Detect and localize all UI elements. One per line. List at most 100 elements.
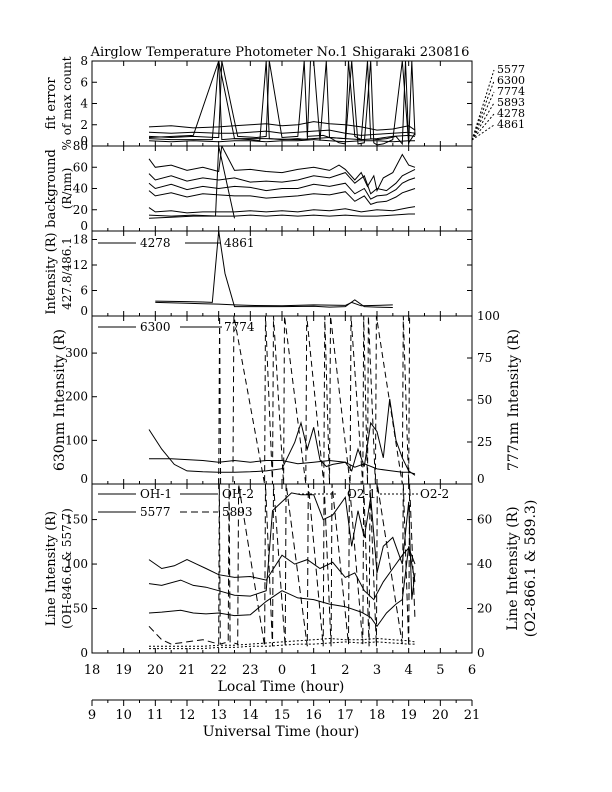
y-tick-label: 300 — [65, 346, 88, 360]
legend-leader — [471, 124, 495, 141]
y-tick-label: 50 — [73, 602, 88, 616]
ut-tick-label: 19 — [400, 708, 417, 723]
y-axis-label-right: 777nm Intensity (R) — [506, 329, 522, 471]
series-s3 — [148, 177, 416, 200]
ut-tick-label: 18 — [369, 708, 386, 723]
ut-tick-label: 13 — [210, 708, 227, 723]
ut-axis: 9 10 11 12 13 14 15 16 17 18 19 20 21 — [88, 699, 481, 723]
legend-leader — [471, 113, 495, 141]
legend-leader — [471, 69, 495, 141]
series-group — [155, 231, 393, 308]
legend-label: OH-2 — [222, 487, 254, 501]
y-tick-label: 150 — [65, 513, 88, 527]
y-tick-label: 4 — [80, 97, 88, 111]
local-time-tick-label: 6 — [468, 663, 476, 678]
local-time-tick-label: 20 — [147, 663, 164, 678]
legend-label: 5893 — [497, 96, 525, 109]
series-4278 — [155, 231, 393, 308]
y-axis-label-right-2: (O2-866.1 & 589.3) — [523, 500, 539, 638]
y-tick-label-right: 60 — [477, 513, 492, 527]
ut-tick-label: 14 — [242, 708, 259, 723]
ut-tick-label: 11 — [147, 708, 164, 723]
series-s6 — [148, 213, 415, 217]
legend-label: O2-1 — [347, 487, 376, 501]
y-axis-label-right: Line Intensity (R) — [505, 506, 521, 630]
y-axis-label: Line Intensity (R) — [44, 511, 59, 626]
series-group — [148, 146, 416, 219]
panel-background: 0 20 40 60 80 background (R/nm) — [44, 139, 473, 233]
panel-fit_error: 0 2 4 6 8 fit error% of max count 557763007774… — [44, 54, 525, 151]
local-time-tick-label: 19 — [115, 663, 132, 678]
y-tick-label: 12 — [73, 258, 88, 272]
y-tick-label: 18 — [73, 233, 88, 247]
series-5893 — [148, 484, 416, 647]
legend-leader — [471, 91, 495, 141]
series-s7 — [148, 146, 235, 219]
y-tick-label: 200 — [65, 390, 88, 404]
legend-label: 4861 — [497, 118, 525, 131]
series-6300 — [148, 61, 416, 146]
panel-intensity_blue: 0 6 12 18 Intensity (R) 427.8/486.1 4278 4861 — [44, 230, 473, 318]
ut-axis-label: Universal Time (hour) — [203, 724, 360, 740]
y-tick-label: 8 — [80, 54, 88, 68]
series-group — [148, 316, 416, 484]
series-group — [148, 484, 416, 650]
series-5577 — [148, 547, 416, 601]
local-time-tick-label: 2 — [341, 663, 349, 678]
y-tick-label: 80 — [73, 139, 88, 153]
y-tick-label: 6 — [80, 284, 88, 298]
y-tick-label: 60 — [73, 160, 88, 174]
legend-label: 6300 — [140, 320, 171, 334]
local-time-tick-label: 3 — [373, 663, 381, 678]
y-tick-label-right: 40 — [477, 557, 492, 571]
y-axis-label-2: (OH-846.6 & 557.7) — [60, 508, 74, 629]
y-tick-label: 100 — [65, 433, 88, 447]
local-time-tick-label: 0 — [278, 663, 286, 678]
y-tick-label: 0 — [80, 646, 88, 660]
y-tick-label-right: 25 — [477, 435, 492, 449]
series-O2-2 — [149, 637, 416, 647]
local-time-tick-label: 5 — [436, 663, 444, 678]
y-tick-label-right: 75 — [477, 351, 492, 365]
legend-leader — [471, 102, 495, 141]
legend-label: 6300 — [497, 74, 525, 87]
ut-tick-label: 21 — [464, 708, 481, 723]
legend-label: OH-1 — [140, 487, 172, 501]
series-OH-1 — [148, 492, 416, 600]
y-axis-label: fit error — [44, 77, 59, 130]
y-tick-label: 0 — [80, 134, 88, 148]
y-tick-label: 0 — [80, 219, 88, 233]
series-5577 — [148, 121, 416, 131]
local-time-tick-label: 21 — [179, 663, 196, 678]
local-time-tick-label: 23 — [242, 663, 259, 678]
legend-label: 7774 — [497, 85, 525, 98]
series-s5 — [148, 206, 416, 214]
legend-label: 4278 — [497, 107, 525, 120]
y-axis-label: background — [44, 149, 59, 228]
chart-title: Airglow Temperature Photometer No.1 Shig… — [90, 45, 470, 60]
y-axis-label: 630nm Intensity (R) — [52, 329, 68, 471]
y-tick-label-right: 50 — [477, 393, 492, 407]
y-tick-label-right: 20 — [477, 602, 492, 616]
series-s4 — [148, 188, 416, 205]
y-tick-label: 20 — [73, 203, 88, 217]
legend-label: 5893 — [222, 505, 253, 519]
series-s2 — [148, 168, 416, 195]
y-axis-label: Intensity (R) — [44, 232, 59, 314]
y-tick-label: 40 — [73, 182, 88, 196]
legend-label: 5577 — [140, 505, 171, 519]
series-4861 — [155, 301, 393, 307]
local-time-tick-label: 18 — [84, 663, 101, 678]
series-O2-1 — [149, 641, 415, 650]
series-6300 — [148, 398, 416, 476]
y-tick-label: 0 — [80, 304, 88, 318]
legend-label: 5577 — [497, 63, 525, 76]
ut-tick-label: 17 — [337, 708, 354, 723]
ut-tick-label: 15 — [274, 708, 291, 723]
ut-tick-label: 12 — [179, 708, 196, 723]
y-axis-label-2: (R/nm) — [60, 168, 74, 210]
